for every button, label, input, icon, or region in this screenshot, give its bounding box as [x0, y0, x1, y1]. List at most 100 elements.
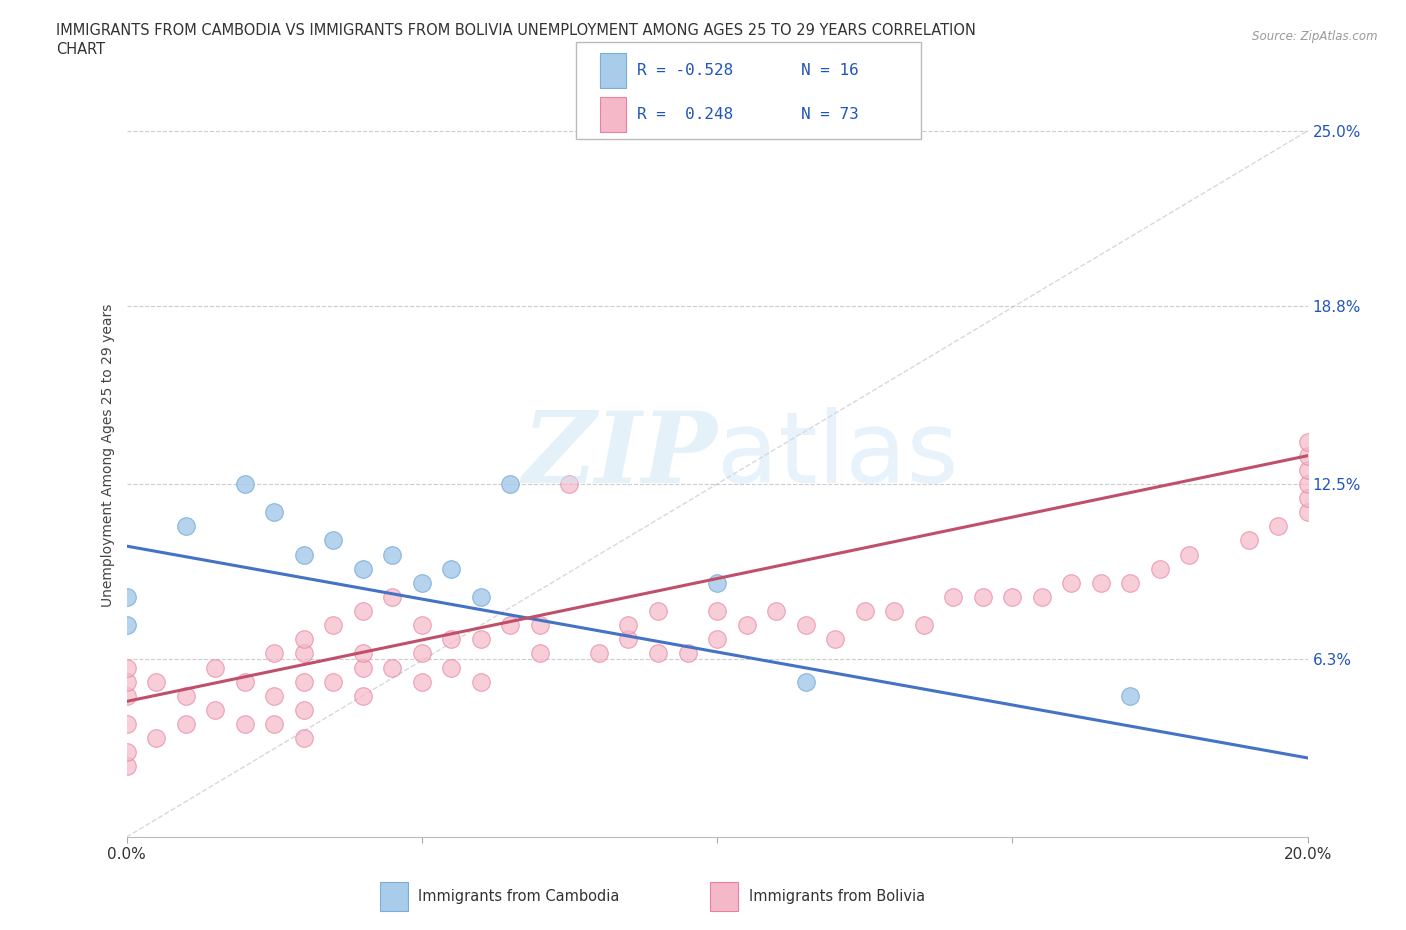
Point — [115, 717, 138, 732]
Point — [617, 618, 640, 632]
Point — [115, 759, 138, 774]
Point — [1090, 576, 1112, 591]
Text: atlas: atlas — [717, 407, 959, 504]
Point — [411, 576, 433, 591]
Point — [204, 702, 226, 717]
Point — [352, 646, 374, 661]
Point — [735, 618, 758, 632]
Point — [1060, 576, 1083, 591]
Point — [912, 618, 935, 632]
Point — [1119, 688, 1142, 703]
Point — [115, 688, 138, 703]
Point — [115, 590, 138, 604]
Point — [706, 631, 728, 646]
Text: N = 16: N = 16 — [801, 63, 859, 78]
Point — [174, 519, 197, 534]
Point — [263, 717, 285, 732]
Point — [381, 590, 404, 604]
Point — [263, 688, 285, 703]
Point — [322, 674, 344, 689]
Point — [1296, 462, 1319, 477]
Text: Immigrants from Bolivia: Immigrants from Bolivia — [749, 889, 925, 904]
Point — [381, 660, 404, 675]
Point — [1178, 547, 1201, 562]
Point — [1296, 476, 1319, 491]
Point — [381, 547, 404, 562]
Point — [292, 547, 315, 562]
Point — [1237, 533, 1260, 548]
Y-axis label: Unemployment Among Ages 25 to 29 years: Unemployment Among Ages 25 to 29 years — [101, 304, 115, 607]
Point — [1296, 448, 1319, 463]
Point — [440, 561, 463, 576]
Point — [794, 674, 817, 689]
Point — [470, 674, 492, 689]
Point — [647, 646, 669, 661]
Point — [411, 618, 433, 632]
Point — [942, 590, 965, 604]
Point — [115, 674, 138, 689]
Text: Immigrants from Cambodia: Immigrants from Cambodia — [418, 889, 619, 904]
Point — [529, 646, 551, 661]
Text: R = -0.528: R = -0.528 — [637, 63, 733, 78]
Point — [529, 618, 551, 632]
Point — [765, 604, 787, 618]
Point — [322, 618, 344, 632]
Point — [972, 590, 994, 604]
Point — [470, 590, 492, 604]
Point — [411, 674, 433, 689]
Point — [588, 646, 610, 661]
Point — [706, 576, 728, 591]
Point — [292, 702, 315, 717]
Point — [883, 604, 905, 618]
Point — [617, 631, 640, 646]
Point — [292, 674, 315, 689]
Point — [1296, 505, 1319, 520]
Point — [647, 604, 669, 618]
Point — [411, 646, 433, 661]
Point — [174, 688, 197, 703]
Point — [1296, 491, 1319, 506]
Point — [263, 505, 285, 520]
Point — [145, 674, 167, 689]
Point — [204, 660, 226, 675]
Point — [1119, 576, 1142, 591]
Point — [1267, 519, 1289, 534]
Point — [352, 561, 374, 576]
Text: ZIP: ZIP — [522, 407, 717, 504]
Point — [292, 731, 315, 746]
Text: R =  0.248: R = 0.248 — [637, 107, 733, 122]
Point — [233, 717, 256, 732]
Point — [470, 631, 492, 646]
Text: N = 73: N = 73 — [801, 107, 859, 122]
Point — [440, 660, 463, 675]
Point — [352, 688, 374, 703]
Point — [853, 604, 876, 618]
Point — [115, 745, 138, 760]
Point — [1149, 561, 1171, 576]
Point — [499, 476, 522, 491]
Point — [174, 717, 197, 732]
Point — [322, 533, 344, 548]
Point — [263, 646, 285, 661]
Point — [706, 604, 728, 618]
Text: Source: ZipAtlas.com: Source: ZipAtlas.com — [1253, 30, 1378, 43]
Point — [794, 618, 817, 632]
Text: IMMIGRANTS FROM CAMBODIA VS IMMIGRANTS FROM BOLIVIA UNEMPLOYMENT AMONG AGES 25 T: IMMIGRANTS FROM CAMBODIA VS IMMIGRANTS F… — [56, 23, 976, 38]
Point — [145, 731, 167, 746]
Point — [233, 476, 256, 491]
Point — [676, 646, 699, 661]
Point — [824, 631, 846, 646]
Point — [115, 618, 138, 632]
Point — [352, 660, 374, 675]
Text: CHART: CHART — [56, 42, 105, 57]
Point — [292, 646, 315, 661]
Point — [558, 476, 581, 491]
Point — [1296, 434, 1319, 449]
Point — [1001, 590, 1024, 604]
Point — [233, 674, 256, 689]
Point — [499, 618, 522, 632]
Point — [115, 660, 138, 675]
Point — [292, 631, 315, 646]
Point — [440, 631, 463, 646]
Point — [352, 604, 374, 618]
